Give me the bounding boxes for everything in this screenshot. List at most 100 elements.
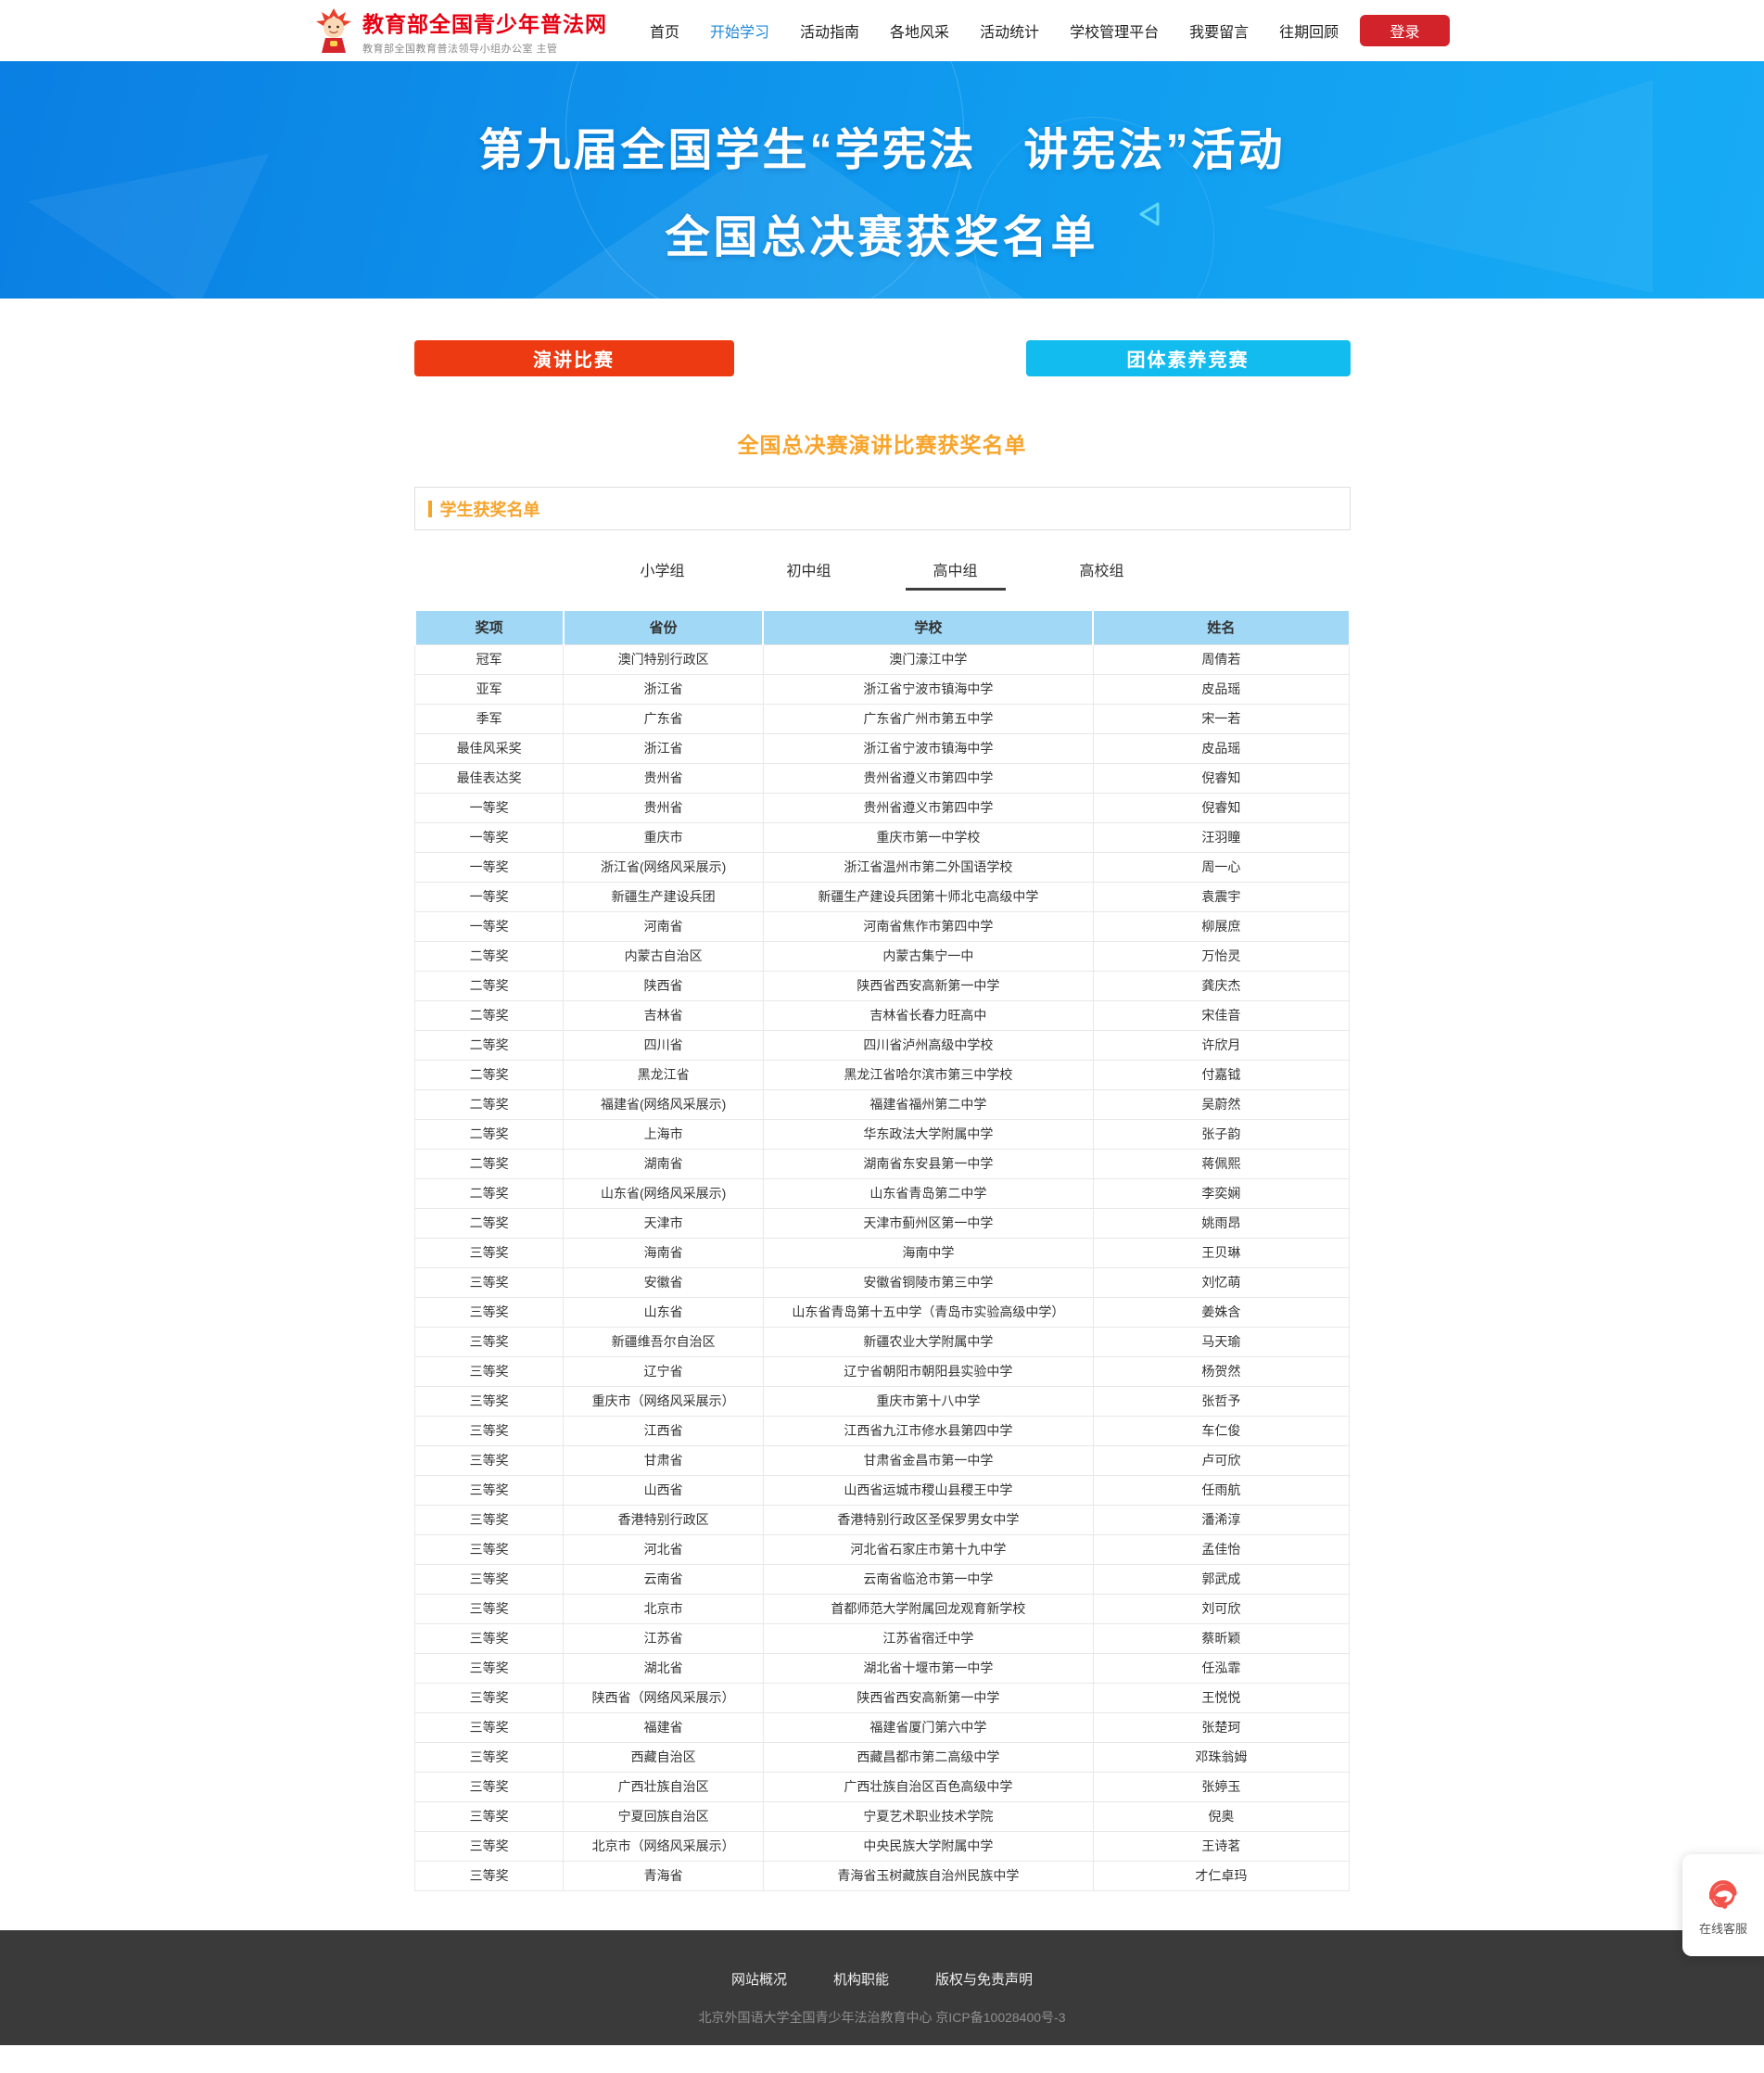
nav-item-活动指南[interactable]: 活动指南 <box>800 25 860 41</box>
table-row: 三等奖 山西省 山西省运城市稷山县稷王中学 任雨航 <box>413 1474 1351 1506</box>
table-cell: 江西省九江市修水县第四中学 <box>762 1415 1094 1446</box>
table-cell: 卢可欣 <box>1092 1444 1351 1476</box>
table-row: 三等奖 陕西省（网络风采展示） 陕西省西安高新第一中学 王悦悦 <box>413 1682 1351 1713</box>
nav-item-各地风采[interactable]: 各地风采 <box>890 25 950 41</box>
table-cell: 香港特别行政区圣保罗男女中学 <box>762 1504 1094 1535</box>
nav-item-往期回顾[interactable]: 往期回顾 <box>1279 25 1339 41</box>
table-cell: 任雨航 <box>1092 1474 1351 1506</box>
table-cell: 最佳表达奖 <box>413 762 565 794</box>
table-cell: 付嘉钺 <box>1092 1059 1351 1090</box>
table-row: 二等奖 四川省 四川省泸州高级中学校 许欣月 <box>413 1029 1351 1061</box>
award-table: 奖项 省份 学校 姓名 冠军 澳门特别行政区 澳门濠江中学 周倩若 亚军 浙江省 浙江省宁波市镇海… <box>413 611 1351 1891</box>
table-row: 二等奖 陕西省 陕西省西安高新第一中学 龚庆杰 <box>413 970 1351 1001</box>
site-title: 教育部全国青少年普法网 <box>362 11 607 36</box>
footer-link-版权与免责声明[interactable]: 版权与免责声明 <box>935 1971 1034 1988</box>
footer-link-网站概况[interactable]: 网站概况 <box>730 1971 787 1988</box>
table-cell: 广西壮族自治区百色高级中学 <box>762 1771 1094 1802</box>
table-cell: 皮品瑶 <box>1092 673 1351 705</box>
table-cell: 吴蔚然 <box>1092 1088 1351 1120</box>
table-row: 三等奖 福建省 福建省厦门第六中学 张楚珂 <box>413 1711 1351 1743</box>
table-cell: 辽宁省 <box>563 1355 764 1387</box>
table-cell: 内蒙古集宁一中 <box>762 940 1094 972</box>
tab-高校组[interactable]: 高校组 <box>1079 564 1124 579</box>
login-button[interactable]: 登录 <box>1360 15 1450 46</box>
footer-link-机构职能[interactable]: 机构职能 <box>832 1971 889 1988</box>
table-cell: 三等奖 <box>413 1504 565 1535</box>
main-content: 演讲比赛 团体素养竞赛 全国总决赛演讲比赛获奖名单 学生获奖名单 小学组 初中组 高… <box>413 340 1351 1891</box>
table-cell: 三等奖 <box>413 1711 565 1743</box>
table-row: 二等奖 吉林省 吉林省长春力旺高中 宋佳音 <box>413 999 1351 1031</box>
nav-item-我要留言[interactable]: 我要留言 <box>1189 25 1250 41</box>
table-cell: 福建省 <box>563 1711 764 1743</box>
table-cell: 浙江省(网络风采展示) <box>563 851 764 883</box>
group-tabs: 小学组 初中组 高中组 高校组 <box>414 553 1351 591</box>
table-cell: 亚军 <box>413 673 565 705</box>
table-row: 三等奖 甘肃省 甘肃省金昌市第一中学 卢可欣 <box>413 1444 1351 1476</box>
table-cell: 三等奖 <box>413 1593 565 1624</box>
table-cell: 新疆生产建设兵团 <box>563 881 764 912</box>
table-cell: 湖南省东安县第一中学 <box>762 1148 1094 1179</box>
table-cell: 贵州省遵义市第四中学 <box>762 792 1094 823</box>
table-cell: 汪羽瞳 <box>1092 821 1351 853</box>
table-row: 二等奖 湖南省 湖南省东安县第一中学 蒋佩熙 <box>413 1148 1351 1179</box>
section-accent-bar <box>427 500 432 517</box>
table-cell: 江西省 <box>563 1415 764 1446</box>
speech-contest-button[interactable]: 演讲比赛 <box>413 340 734 376</box>
table-cell: 青海省玉树藏族自治州民族中学 <box>762 1860 1094 1891</box>
team-contest-button[interactable]: 团体素养竞赛 <box>1025 340 1351 376</box>
table-cell: 王悦悦 <box>1092 1682 1351 1713</box>
table-cell: 三等奖 <box>413 1474 565 1506</box>
nav-item-首页[interactable]: 首页 <box>650 25 680 41</box>
table-cell: 一等奖 <box>413 821 565 853</box>
table-cell: 三等奖 <box>413 1800 565 1832</box>
table-row: 一等奖 浙江省(网络风采展示) 浙江省温州市第二外国语学校 周一心 <box>413 851 1351 883</box>
tab-高中组[interactable]: 高中组 <box>905 553 1006 591</box>
table-row: 三等奖 江西省 江西省九江市修水县第四中学 车仁俊 <box>413 1415 1351 1446</box>
table-cell: 吉林省 <box>563 999 764 1031</box>
mascot-logo-icon <box>316 8 351 53</box>
nav-item-开始学习[interactable]: 开始学习 <box>710 25 770 41</box>
table-cell: 宁夏艺术职业技术学院 <box>762 1800 1094 1832</box>
table-cell: 龚庆杰 <box>1092 970 1351 1001</box>
nav-item-学校管理平台[interactable]: 学校管理平台 <box>1070 25 1160 41</box>
table-cell: 邓珠翁姆 <box>1092 1741 1351 1773</box>
table-cell: 海南中学 <box>762 1237 1094 1268</box>
table-cell: 三等奖 <box>413 1652 565 1684</box>
table-cell: 二等奖 <box>413 1088 565 1120</box>
table-cell: 皮品瑶 <box>1092 732 1351 764</box>
site-logo[interactable]: 教育部全国青少年普法网 教育部全国教育普法领导小组办公室 主管 <box>314 6 607 56</box>
table-cell: 西藏自治区 <box>563 1741 764 1773</box>
table-cell: 万怡灵 <box>1092 940 1351 972</box>
table-cell: 袁震宇 <box>1092 881 1351 912</box>
table-cell: 车仁俊 <box>1092 1415 1351 1446</box>
table-row: 三等奖 江苏省 江苏省宿迁中学 蔡昕颖 <box>413 1622 1351 1654</box>
table-cell: 宋佳音 <box>1092 999 1351 1031</box>
table-cell: 云南省临沧市第一中学 <box>762 1563 1094 1595</box>
page-heading: 全国总决赛演讲比赛获奖名单 <box>737 433 1027 457</box>
table-cell: 澳门濠江中学 <box>762 643 1094 675</box>
table-cell: 云南省 <box>563 1563 764 1595</box>
table-row: 二等奖 福建省(网络风采展示) 福建省福州第二中学 吴蔚然 <box>413 1088 1351 1120</box>
table-cell: 宁夏回族自治区 <box>563 1800 764 1832</box>
table-cell: 一等奖 <box>413 851 565 883</box>
table-row: 一等奖 重庆市 重庆市第一中学校 汪羽瞳 <box>413 821 1351 853</box>
table-cell: 三等奖 <box>413 1682 565 1713</box>
table-cell: 辽宁省朝阳市朝阳县实验中学 <box>762 1355 1094 1387</box>
table-row: 最佳表达奖 贵州省 贵州省遵义市第四中学 倪睿知 <box>413 762 1351 794</box>
online-service-widget[interactable]: 在线客服 <box>1682 1854 1764 1956</box>
nav-item-活动统计[interactable]: 活动统计 <box>980 25 1040 41</box>
table-cell: 二等奖 <box>413 1177 565 1209</box>
banner-title-line2: 全国总决赛获奖名单 <box>665 213 1099 262</box>
table-cell: 海南省 <box>563 1237 764 1268</box>
table-cell: 刘可欣 <box>1092 1593 1351 1624</box>
table-row: 三等奖 北京市（网络风采展示） 中央民族大学附属中学 王诗茗 <box>413 1830 1351 1862</box>
table-row: 最佳风采奖 浙江省 浙江省宁波市镇海中学 皮品瑶 <box>413 732 1351 764</box>
table-cell: 浙江省 <box>563 732 764 764</box>
table-cell: 三等奖 <box>413 1741 565 1773</box>
table-cell: 孟佳怡 <box>1092 1533 1351 1565</box>
tab-初中组[interactable]: 初中组 <box>786 564 831 579</box>
table-row: 亚军 浙江省 浙江省宁波市镇海中学 皮品瑶 <box>413 673 1351 705</box>
tab-小学组[interactable]: 小学组 <box>640 564 685 579</box>
table-row: 三等奖 河北省 河北省石家庄市第十九中学 孟佳怡 <box>413 1533 1351 1565</box>
table-cell: 才仁卓玛 <box>1092 1860 1351 1891</box>
